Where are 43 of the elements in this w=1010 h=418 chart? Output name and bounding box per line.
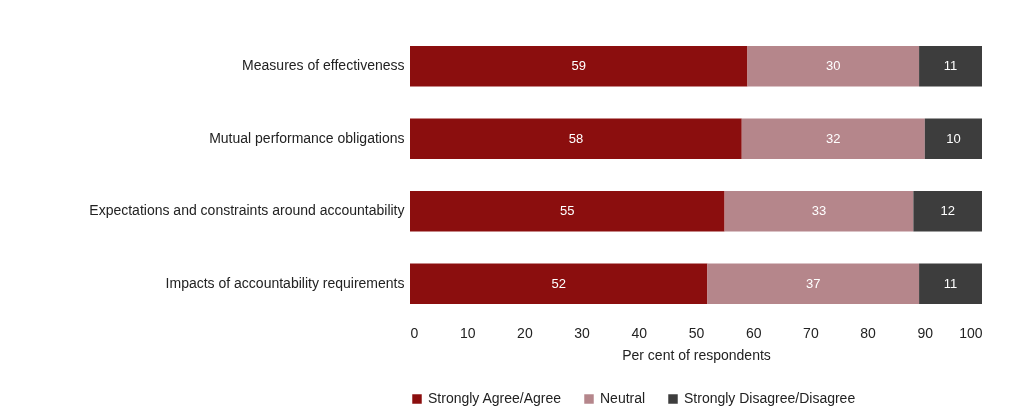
x-tick-label: 40 <box>631 324 648 341</box>
x-tick-label: 30 <box>574 324 591 341</box>
x-tick-label: 10 <box>459 324 476 341</box>
legend-label: Neutral <box>600 390 646 406</box>
y-tick-label: Mutual performance obligations <box>209 129 405 146</box>
bar <box>724 190 914 232</box>
bar <box>741 118 925 160</box>
x-tick-label: 60 <box>745 324 762 341</box>
bar <box>410 263 708 305</box>
x-tick-label: 20 <box>517 324 533 341</box>
x-tick-label: 100 <box>959 324 983 341</box>
bar <box>913 190 982 232</box>
data-label: 52 <box>551 275 566 291</box>
bar <box>410 118 742 160</box>
y-tick-label: Measures of effectiveness <box>242 57 405 74</box>
bar <box>747 45 920 87</box>
legend-label: Strongly Disagree/Disagree <box>684 390 856 406</box>
bar <box>924 118 982 160</box>
data-label: 11 <box>943 275 958 291</box>
y-tick-label: Expectations and constraints around accountability <box>89 202 405 219</box>
data-label: 55 <box>560 203 575 219</box>
data-label: 37 <box>806 275 821 291</box>
data-label: 30 <box>826 58 841 74</box>
bar <box>410 45 748 87</box>
data-label: 11 <box>943 58 958 74</box>
data-label: 32 <box>826 130 841 146</box>
x-tick-label: 80 <box>860 324 877 341</box>
bar <box>919 263 982 305</box>
bar <box>410 190 725 232</box>
x-tick-label: 90 <box>917 324 934 341</box>
x-tick-label: 0 <box>410 324 419 341</box>
legend-label: Strongly Agree/Agree <box>428 390 562 406</box>
data-label: 59 <box>571 58 586 74</box>
y-tick-label: Impacts of accountability requirements <box>165 274 405 291</box>
x-tick-label: 70 <box>803 324 819 341</box>
bar <box>707 263 920 305</box>
bar <box>919 45 982 87</box>
x-axis-title: Per cent of respondents <box>622 346 771 363</box>
data-label: 33 <box>811 203 827 219</box>
data-label: 10 <box>946 130 961 146</box>
data-label: 12 <box>940 203 955 219</box>
data-label: 58 <box>568 130 584 146</box>
x-tick-label: 50 <box>688 324 705 341</box>
